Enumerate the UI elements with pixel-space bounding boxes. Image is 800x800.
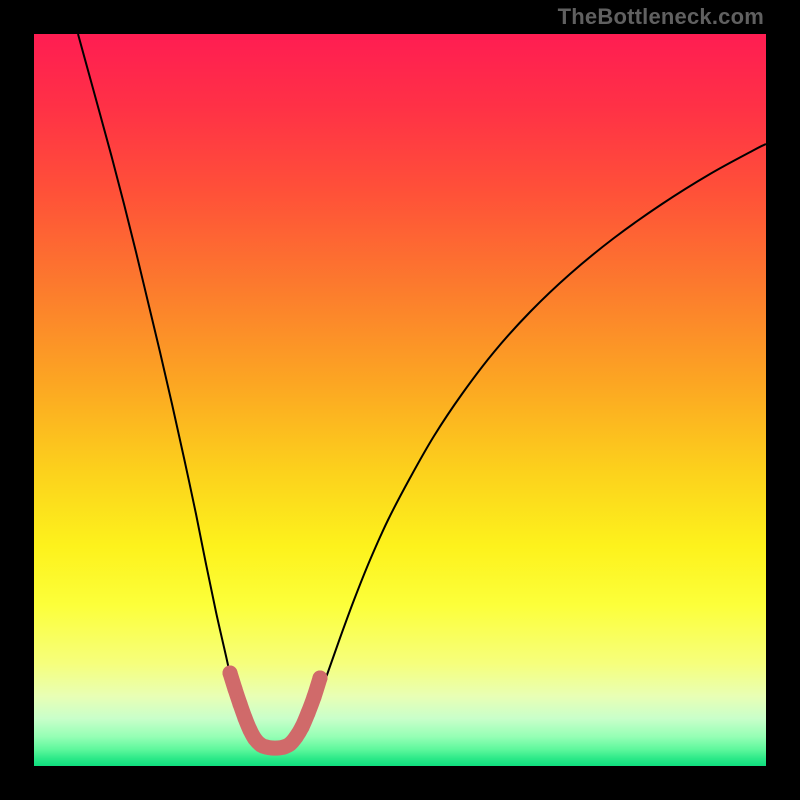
- plot-area: [34, 34, 766, 766]
- valley-marker-dot: [228, 682, 243, 697]
- valley-marker-dot: [313, 671, 328, 686]
- plot-svg: [34, 34, 766, 766]
- plot-background: [34, 34, 766, 766]
- valley-marker-dot: [301, 706, 316, 721]
- frame-left: [0, 0, 34, 800]
- valley-marker-dot: [307, 690, 322, 705]
- frame-bottom: [0, 766, 800, 800]
- valley-marker-dot: [233, 697, 248, 712]
- frame-right: [766, 0, 800, 800]
- valley-marker-dot: [295, 720, 310, 735]
- valley-marker-dot: [223, 666, 238, 681]
- watermark-text: TheBottleneck.com: [558, 4, 764, 30]
